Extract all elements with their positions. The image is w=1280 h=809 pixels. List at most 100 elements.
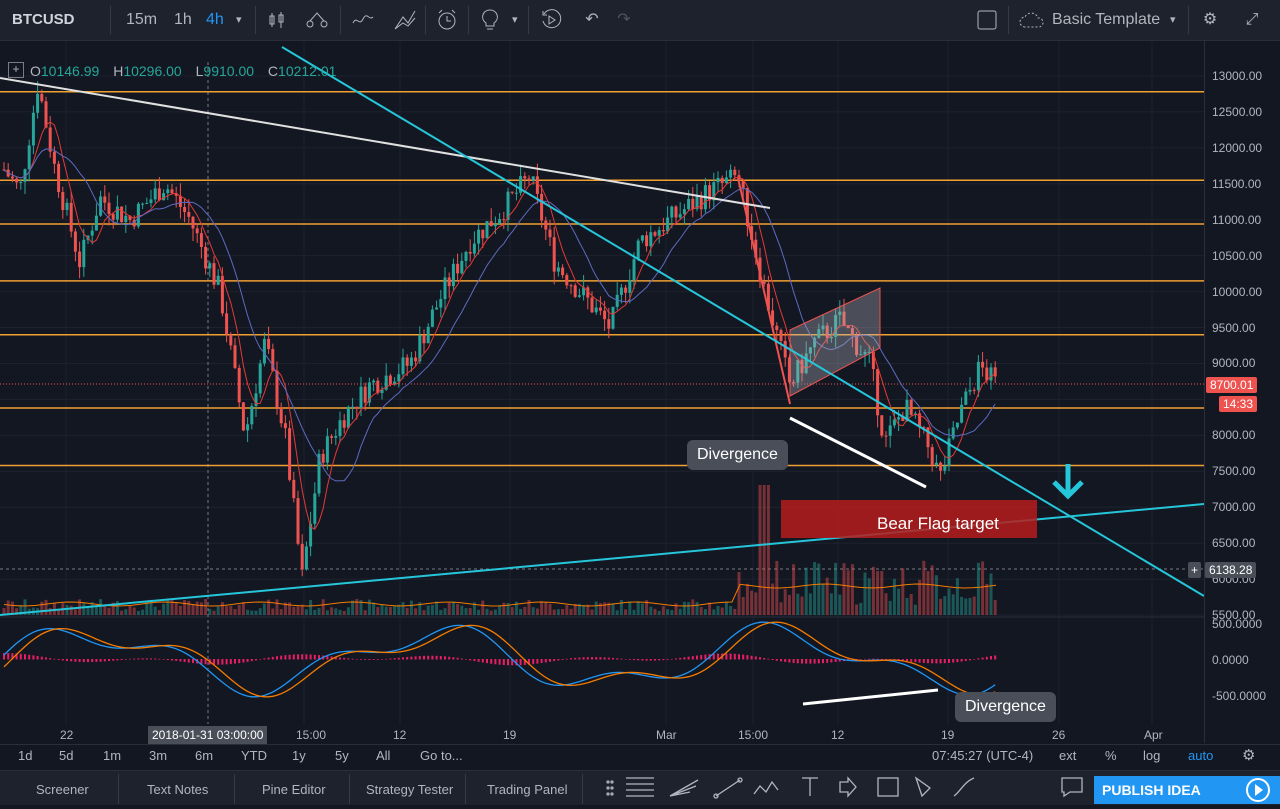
macd-histogram-bar bbox=[334, 656, 337, 660]
range-1d-button[interactable]: 1d bbox=[18, 748, 33, 763]
publish-idea-button[interactable]: PUBLISH IDEA bbox=[1094, 776, 1242, 804]
range-all-button[interactable]: All bbox=[376, 748, 391, 763]
candle-body bbox=[128, 215, 132, 220]
macd-histogram-bar bbox=[133, 658, 136, 660]
macd-histogram-bar bbox=[746, 655, 749, 660]
candle-body bbox=[61, 192, 65, 210]
replay-icon[interactable] bbox=[538, 0, 564, 40]
volume-bar bbox=[834, 562, 838, 615]
range-3m-button[interactable]: 3m bbox=[149, 748, 168, 763]
range-1m-button[interactable]: 1m bbox=[103, 748, 122, 763]
volume-bar bbox=[989, 573, 993, 615]
add-alert-plus-icon[interactable]: + bbox=[1188, 562, 1202, 578]
range-ytd-button[interactable]: YTD bbox=[241, 748, 267, 763]
divider bbox=[1188, 6, 1189, 34]
volume-bar bbox=[208, 608, 212, 615]
candle-body bbox=[863, 352, 867, 355]
volume-bar bbox=[569, 608, 573, 615]
ideas-dropdown-icon[interactable]: ▾ bbox=[512, 14, 518, 26]
redo-icon[interactable]: ↷ bbox=[617, 11, 631, 28]
template-dropdown-icon[interactable]: ▾ bbox=[1170, 14, 1176, 26]
candle-body bbox=[783, 340, 787, 358]
volume-bar bbox=[111, 602, 115, 615]
price-axis[interactable] bbox=[1204, 41, 1280, 743]
alert-clock-icon[interactable] bbox=[434, 0, 460, 40]
price-chart[interactable] bbox=[0, 41, 1280, 743]
template-selector[interactable]: Basic Template bbox=[1052, 11, 1161, 28]
interval-dropdown-icon[interactable]: ▾ bbox=[236, 14, 242, 26]
candle-body bbox=[166, 189, 170, 194]
volume-bar bbox=[695, 601, 699, 615]
range-5y-button[interactable]: 5y bbox=[335, 748, 349, 763]
compare-icon[interactable] bbox=[304, 0, 330, 40]
macd-histogram-bar bbox=[95, 659, 98, 662]
ext-toggle[interactable]: ext bbox=[1059, 748, 1077, 763]
clock-timezone[interactable]: 07:45:27 (UTC-4) bbox=[932, 748, 1034, 763]
macd-histogram-bar bbox=[628, 659, 631, 660]
volume-bar bbox=[905, 598, 909, 615]
volume-bar bbox=[964, 598, 968, 615]
settings-gear-icon[interactable]: ⚙ bbox=[1202, 11, 1218, 28]
cloud-icon[interactable] bbox=[1018, 0, 1046, 40]
fullscreen-square-icon[interactable] bbox=[976, 0, 998, 40]
tab-strategy-tester[interactable]: Strategy Tester bbox=[366, 782, 454, 797]
go-to-button[interactable]: Go to... bbox=[420, 748, 463, 763]
candle-body bbox=[787, 357, 791, 383]
indicators-icon[interactable] bbox=[350, 0, 376, 40]
undo-icon[interactable]: ↶ bbox=[585, 11, 599, 28]
candles bbox=[2, 81, 997, 577]
tab-screener[interactable]: Screener bbox=[36, 782, 89, 797]
divergence-callout-price[interactable]: Divergence bbox=[687, 440, 788, 470]
interval-1h-button[interactable]: 1h bbox=[174, 11, 192, 28]
candle-body bbox=[439, 299, 443, 308]
volume-bar bbox=[821, 584, 825, 615]
symbol-search[interactable]: BTCUSD bbox=[12, 11, 75, 28]
candle-body bbox=[552, 237, 556, 272]
tab-text-notes[interactable]: Text Notes bbox=[147, 782, 209, 797]
macd-histogram-bar bbox=[40, 656, 43, 660]
candles-icon[interactable] bbox=[266, 0, 288, 40]
candle-body bbox=[624, 287, 628, 293]
macd-histogram-bar bbox=[822, 659, 824, 664]
candle-body bbox=[367, 382, 371, 403]
bear-flag-label[interactable]: Bear Flag target bbox=[877, 514, 999, 533]
last-price-badge: 8700.01 bbox=[1206, 377, 1258, 393]
legend-toggle-icon[interactable]: + bbox=[8, 62, 24, 78]
macd-histogram-bar bbox=[154, 658, 157, 660]
volume-bar bbox=[225, 606, 229, 615]
tab-trading-panel[interactable]: Trading Panel bbox=[487, 782, 568, 797]
candle-body bbox=[468, 251, 472, 254]
candle-body bbox=[485, 221, 489, 239]
macd-histogram-bar bbox=[553, 659, 556, 662]
financials-icon[interactable] bbox=[392, 0, 418, 40]
volume-bar bbox=[149, 599, 153, 615]
divergence-callout-indicator[interactable]: Divergence bbox=[955, 692, 1056, 722]
range-1y-button[interactable]: 1y bbox=[292, 748, 306, 763]
chart-settings-gear-icon[interactable]: ⚙ bbox=[1242, 747, 1256, 764]
volume-bar bbox=[447, 602, 451, 615]
publish-play-icon[interactable] bbox=[1236, 776, 1280, 804]
volume-bar bbox=[955, 578, 959, 615]
macd-histogram-bar bbox=[469, 659, 472, 661]
range-6m-button[interactable]: 6m bbox=[195, 748, 214, 763]
macd-histogram-bar bbox=[725, 653, 728, 660]
time-tick: Mar bbox=[656, 728, 677, 742]
interval-15m-button[interactable]: 15m bbox=[126, 11, 158, 28]
percent-toggle[interactable]: % bbox=[1105, 748, 1117, 763]
range-5d-button[interactable]: 5d bbox=[59, 748, 74, 763]
tab-pine-editor[interactable]: Pine Editor bbox=[262, 782, 326, 797]
log-toggle[interactable]: log bbox=[1143, 748, 1161, 763]
ideas-bulb-icon[interactable] bbox=[478, 0, 502, 40]
auto-toggle[interactable]: auto bbox=[1188, 748, 1214, 763]
macd-histogram bbox=[3, 653, 997, 666]
macd-histogram-bar bbox=[221, 659, 224, 665]
crosshair-price-badge: 6138.28 bbox=[1205, 562, 1257, 578]
volume-bar bbox=[283, 602, 287, 615]
volume-bar bbox=[439, 609, 443, 615]
macd-histogram-bar bbox=[670, 658, 673, 660]
macd-histogram-bar bbox=[813, 659, 816, 664]
macd-histogram-bar bbox=[364, 659, 367, 660]
volume-bar bbox=[44, 599, 48, 615]
interval-4h-button[interactable]: 4h bbox=[206, 11, 224, 28]
expand-icon[interactable]: ⤢ bbox=[1245, 11, 1259, 28]
